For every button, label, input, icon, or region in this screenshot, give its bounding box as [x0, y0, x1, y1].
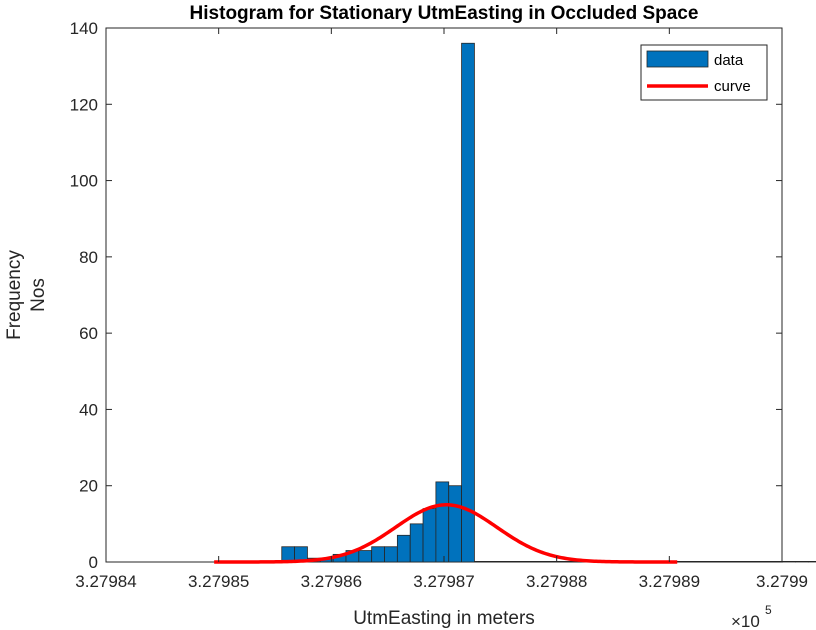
histogram-bar — [487, 561, 500, 562]
y-tick-label: 60 — [79, 324, 98, 343]
y-tick-label: 120 — [70, 95, 98, 114]
y-tick-label: 80 — [79, 248, 98, 267]
histogram-bar — [513, 561, 526, 562]
histogram-bar — [359, 551, 372, 562]
histogram-bar — [397, 535, 410, 562]
plot-area: 3.27984 3.27985 3.27986 3.27987 3.27988 3.279… — [70, 19, 816, 591]
x-tick-label: 3.27984 — [75, 572, 136, 591]
y-tick-label: 100 — [70, 172, 98, 191]
histogram-bar — [385, 547, 398, 562]
histogram-bar — [410, 524, 423, 562]
y-tick-label: 140 — [70, 19, 98, 38]
y-tick-label: 0 — [89, 553, 98, 572]
y-tick-label: 40 — [79, 400, 98, 419]
legend: data curve — [641, 45, 767, 100]
x-axis-label: UtmEasting in meters — [353, 608, 535, 629]
legend-data-swatch — [647, 51, 708, 67]
y-tick-label: 20 — [79, 477, 98, 496]
histogram-bar — [474, 561, 487, 562]
histogram-bar — [757, 561, 770, 562]
histogram-bar — [783, 561, 796, 562]
chart-title: Histogram for Stationary UtmEasting in O… — [190, 3, 699, 24]
x-tick-label: 3.27985 — [188, 572, 249, 591]
x-multiplier-exponent: 5 — [765, 603, 772, 617]
legend-curve-label: curve — [714, 78, 751, 95]
x-tick-label: 3.27986 — [301, 572, 362, 591]
x-tick-label: 3.27987 — [413, 572, 474, 591]
x-tick-label: 3.27988 — [526, 572, 587, 591]
histogram-bar — [372, 547, 385, 562]
histogram-bar — [731, 561, 744, 562]
histogram-bar — [796, 561, 809, 562]
histogram-bar — [551, 561, 564, 562]
histogram-bar — [449, 486, 462, 562]
histogram-bar — [808, 561, 816, 562]
histogram-bar — [693, 561, 706, 562]
y-axis-label-line-1: Frequency — [4, 250, 25, 340]
histogram-bar — [706, 561, 719, 562]
histogram-bar — [539, 561, 552, 562]
histogram-bar — [500, 561, 513, 562]
x-tick-label: 3.2799 — [756, 572, 808, 591]
histogram-bar — [680, 561, 693, 562]
x-multiplier-base: ×10 — [731, 612, 760, 630]
y-axis-label-line-2: Nos — [28, 278, 49, 312]
x-tick-label: 3.27989 — [639, 572, 700, 591]
legend-data-label: data — [714, 52, 744, 69]
histogram-bar — [423, 509, 436, 562]
histogram-bar — [462, 43, 475, 562]
histogram-bar — [526, 561, 539, 562]
histogram-bar — [436, 482, 449, 562]
histogram-bar — [718, 561, 731, 562]
histogram-bar — [744, 561, 757, 562]
